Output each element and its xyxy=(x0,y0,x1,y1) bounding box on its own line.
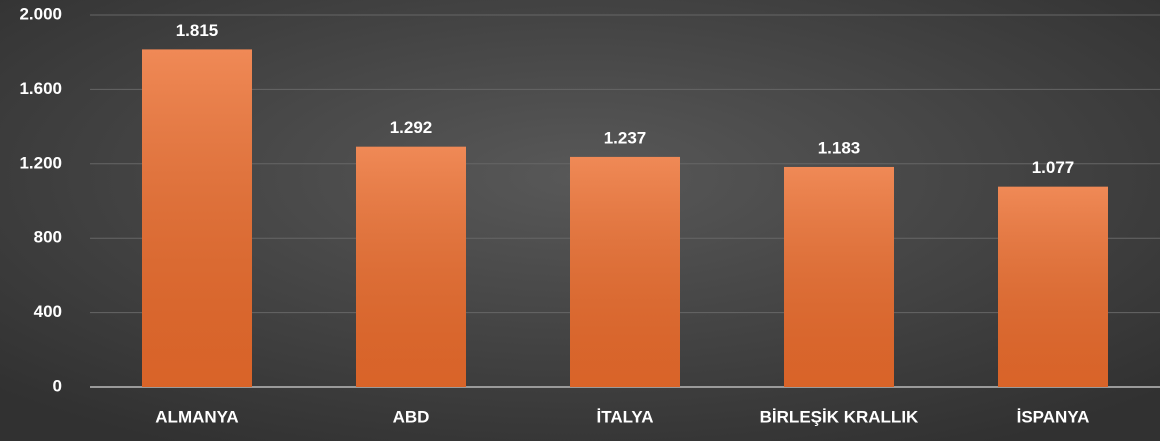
bar-shade xyxy=(784,166,894,387)
y-tick-label: 0 xyxy=(53,376,62,395)
bar-shade xyxy=(998,186,1108,387)
value-label: 1.237 xyxy=(604,128,647,147)
bar-shade xyxy=(356,146,466,387)
value-label: 1.815 xyxy=(176,21,219,40)
x-tick-label: İTALYA xyxy=(596,407,653,426)
x-tick-label: İSPANYA xyxy=(1017,407,1090,426)
y-tick-label: 800 xyxy=(34,228,62,247)
x-tick-label: BİRLEŞİK KRALLIK xyxy=(760,407,919,426)
y-tick-label: 1.200 xyxy=(19,153,62,172)
y-tick-label: 1.600 xyxy=(19,79,62,98)
bar-shade xyxy=(570,156,680,387)
x-tick-label: ALMANYA xyxy=(155,407,238,426)
value-label: 1.183 xyxy=(818,138,861,157)
y-tick-label: 400 xyxy=(34,302,62,321)
value-label: 1.292 xyxy=(390,118,433,137)
x-tick-label: ABD xyxy=(393,407,430,426)
value-label: 1.077 xyxy=(1032,158,1075,177)
y-tick-label: 2.000 xyxy=(19,4,62,23)
bar-shade xyxy=(142,49,252,387)
